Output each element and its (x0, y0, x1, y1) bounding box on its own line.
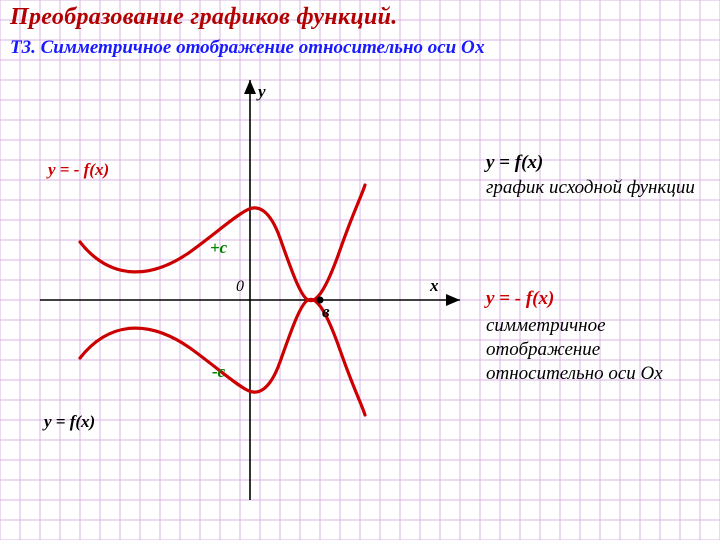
fx-label-left: y = f(x) (44, 412, 95, 432)
chart-svg (0, 0, 720, 540)
page-subtitle: Т3. Симметричное отображение относительн… (10, 36, 485, 60)
minus-fx-label-left: y = - f(x) (48, 160, 109, 180)
grid-background (0, 0, 720, 540)
x-axis-arrow-icon (446, 294, 460, 306)
axes (40, 80, 460, 500)
point-b-label: в (322, 302, 330, 322)
y-axis-label: y (258, 82, 266, 102)
origin-label: 0 (236, 278, 244, 296)
c-minus-label: -c (212, 362, 225, 382)
y-axis-arrow-icon (244, 80, 256, 94)
x-axis-label: x (430, 276, 439, 296)
c-plus-label: +c (210, 238, 227, 258)
legend-minus-fx-head: y = - f(x) (486, 288, 554, 310)
legend-minus-fx-body: симметричное отображение относительно ос… (486, 314, 706, 385)
page-title: Преобразование графиков функций. (10, 4, 398, 31)
legend-fx-head: у = f(x) (486, 152, 543, 174)
page: Преобразование графиков функций. Т3. Сим… (0, 0, 720, 540)
legend-fx-body: график исходной функции (486, 176, 695, 200)
